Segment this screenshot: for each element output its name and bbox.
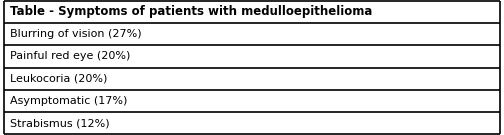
Text: Leukocoria (20%): Leukocoria (20%) — [10, 74, 107, 84]
Text: Table - Symptoms of patients with medulloepithelioma: Table - Symptoms of patients with medull… — [10, 5, 372, 18]
Bar — [4, 68, 500, 90]
Bar — [4, 112, 500, 134]
Text: Painful red eye (20%): Painful red eye (20%) — [10, 51, 131, 61]
Text: Strabismus (12%): Strabismus (12%) — [10, 118, 110, 128]
Bar — [4, 90, 500, 112]
Text: Asymptomatic (17%): Asymptomatic (17%) — [10, 96, 128, 106]
Bar — [4, 23, 500, 45]
Bar — [4, 45, 500, 68]
Bar — [4, 1, 500, 23]
Text: Blurring of vision (27%): Blurring of vision (27%) — [10, 29, 142, 39]
